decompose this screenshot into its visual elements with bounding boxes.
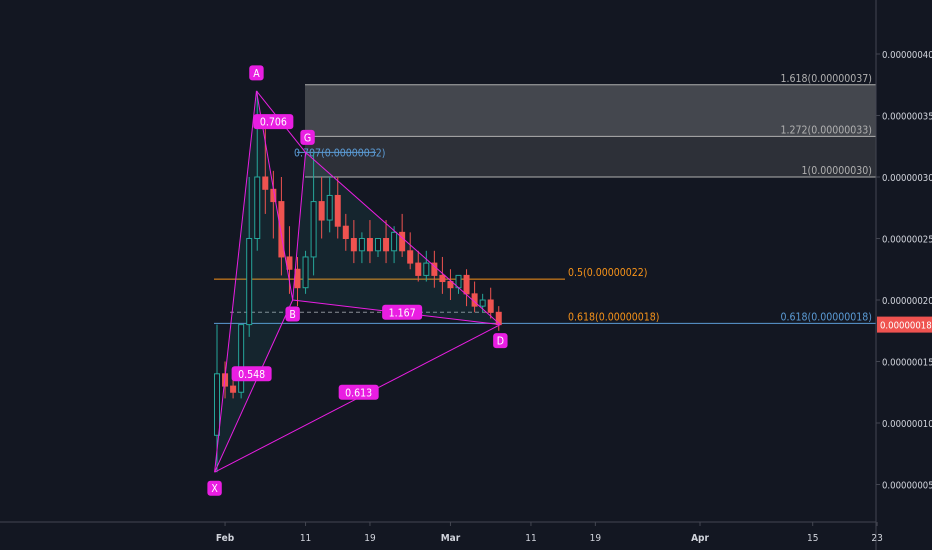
fib-level-label: 0.618(0.00000018) <box>568 311 660 323</box>
candle-body <box>431 262 438 276</box>
pattern-point-label-bg <box>249 65 264 81</box>
candle-body <box>479 299 486 307</box>
pattern-point-label: D <box>497 336 504 348</box>
x-axis-ticks: Feb 11 19 Mar 11 19 Apr 15 23 <box>216 522 883 544</box>
candle-body <box>342 225 349 239</box>
fib-level-label: 1.618(0.00000037) <box>781 73 873 85</box>
fib-level-label: 1.272(0.00000033) <box>781 124 873 136</box>
pattern-point-label-bg <box>493 333 508 349</box>
fib-zone-lower <box>305 136 876 177</box>
pattern-ratio-label: 1.167 <box>389 307 416 319</box>
candle-body <box>286 256 293 270</box>
candle-body <box>326 194 333 221</box>
pattern-ratio-label: 0.706 <box>260 117 287 129</box>
candle-body <box>439 274 446 283</box>
candle-body <box>407 250 414 264</box>
pattern-leg-xb <box>214 299 294 473</box>
fib-zone-upper <box>305 84 876 137</box>
x-tick-label: 11 <box>525 533 536 544</box>
candle-body <box>294 268 301 289</box>
x-tick-label: 19 <box>364 533 376 544</box>
y-tick-label: 0.00000020 <box>882 296 932 307</box>
pattern-point-label: X <box>211 483 218 495</box>
fib-level-label: 0.5(0.00000022) <box>568 267 647 279</box>
pattern-point-label: B <box>289 309 295 321</box>
candle-body <box>214 373 220 436</box>
candle-body <box>302 256 309 289</box>
pattern-ratio-label-bg <box>382 304 423 320</box>
x-tick-label: 11 <box>300 533 311 544</box>
pattern-ratio-label-bg <box>338 384 379 400</box>
x-tick-label: 15 <box>807 533 818 544</box>
x-tick-label: Feb <box>216 533 235 544</box>
plot-area[interactable] <box>0 0 876 522</box>
candle-body <box>238 324 245 393</box>
pattern-leg-bc <box>292 152 307 301</box>
y-tick-label: 0.00000040 <box>882 50 932 61</box>
candle-body <box>230 385 237 393</box>
y-tick-label: 0.00000030 <box>882 173 932 184</box>
current-price-bg <box>877 316 932 333</box>
candle-body <box>318 201 325 221</box>
candle-body <box>254 176 261 239</box>
candle-body <box>334 194 341 227</box>
candle-body <box>310 201 317 258</box>
x-tick-label: Apr <box>691 533 709 544</box>
candle-body <box>366 238 373 252</box>
candle-body <box>375 238 381 252</box>
candle-body <box>358 238 365 252</box>
candle-body <box>415 262 422 276</box>
pattern-point-label: G <box>304 132 311 144</box>
price-axis[interactable] <box>876 0 932 550</box>
harmonic-pattern: X A B D G 0.548 0.706 1.167 0.613 <box>207 65 508 496</box>
pattern-point-label: A <box>253 68 260 80</box>
x-tick-label: Mar <box>441 533 461 544</box>
y-tick-label: 0.00000025 <box>882 235 932 246</box>
pattern-point-label-bg <box>300 129 315 145</box>
y-tick-label: 0.00000005 <box>882 481 932 492</box>
candle-body <box>350 238 357 252</box>
candle-body <box>383 238 390 252</box>
c-retrace-label: 0.707(0.00000032) <box>294 147 386 159</box>
y-tick-label: 0.00000015 <box>882 358 932 369</box>
pattern-ratio-label-bg <box>231 366 272 382</box>
y-tick-label: 0.00000010 <box>882 419 932 430</box>
fib-level-label: 1(0.00000030) <box>802 165 872 177</box>
candle-body <box>487 299 494 313</box>
x-tick-label: 19 <box>590 533 602 544</box>
pattern-ratio-label-bg <box>253 114 294 130</box>
pattern-point-label-bg <box>285 306 300 322</box>
pattern-ratio-label: 0.548 <box>238 369 265 381</box>
candle-body <box>246 238 253 326</box>
pattern-leg-cd <box>305 152 501 325</box>
current-price-label: 0.00000018 <box>880 321 932 332</box>
candle-body <box>262 176 269 190</box>
candle-body <box>399 231 406 252</box>
y-axis-ticks: 0.00000005 0.00000010 0.00000015 0.00000020… <box>876 50 932 492</box>
candles <box>214 90 502 473</box>
pattern-ratio-label: 0.613 <box>345 387 372 399</box>
candle-body <box>391 231 398 252</box>
pattern-leg-xa <box>214 90 257 473</box>
x-tick-label: 23 <box>871 533 882 544</box>
candle-body <box>278 201 285 258</box>
current-price-tag: 0.00000018 <box>877 316 932 333</box>
candle-body <box>463 274 470 295</box>
candle-body <box>447 281 454 289</box>
candle-body <box>423 262 430 276</box>
y-tick-label: 0.00000035 <box>882 112 932 123</box>
fib-level-label: 0.618(0.00000018) <box>781 311 873 323</box>
pattern-point-label-bg <box>207 480 222 496</box>
